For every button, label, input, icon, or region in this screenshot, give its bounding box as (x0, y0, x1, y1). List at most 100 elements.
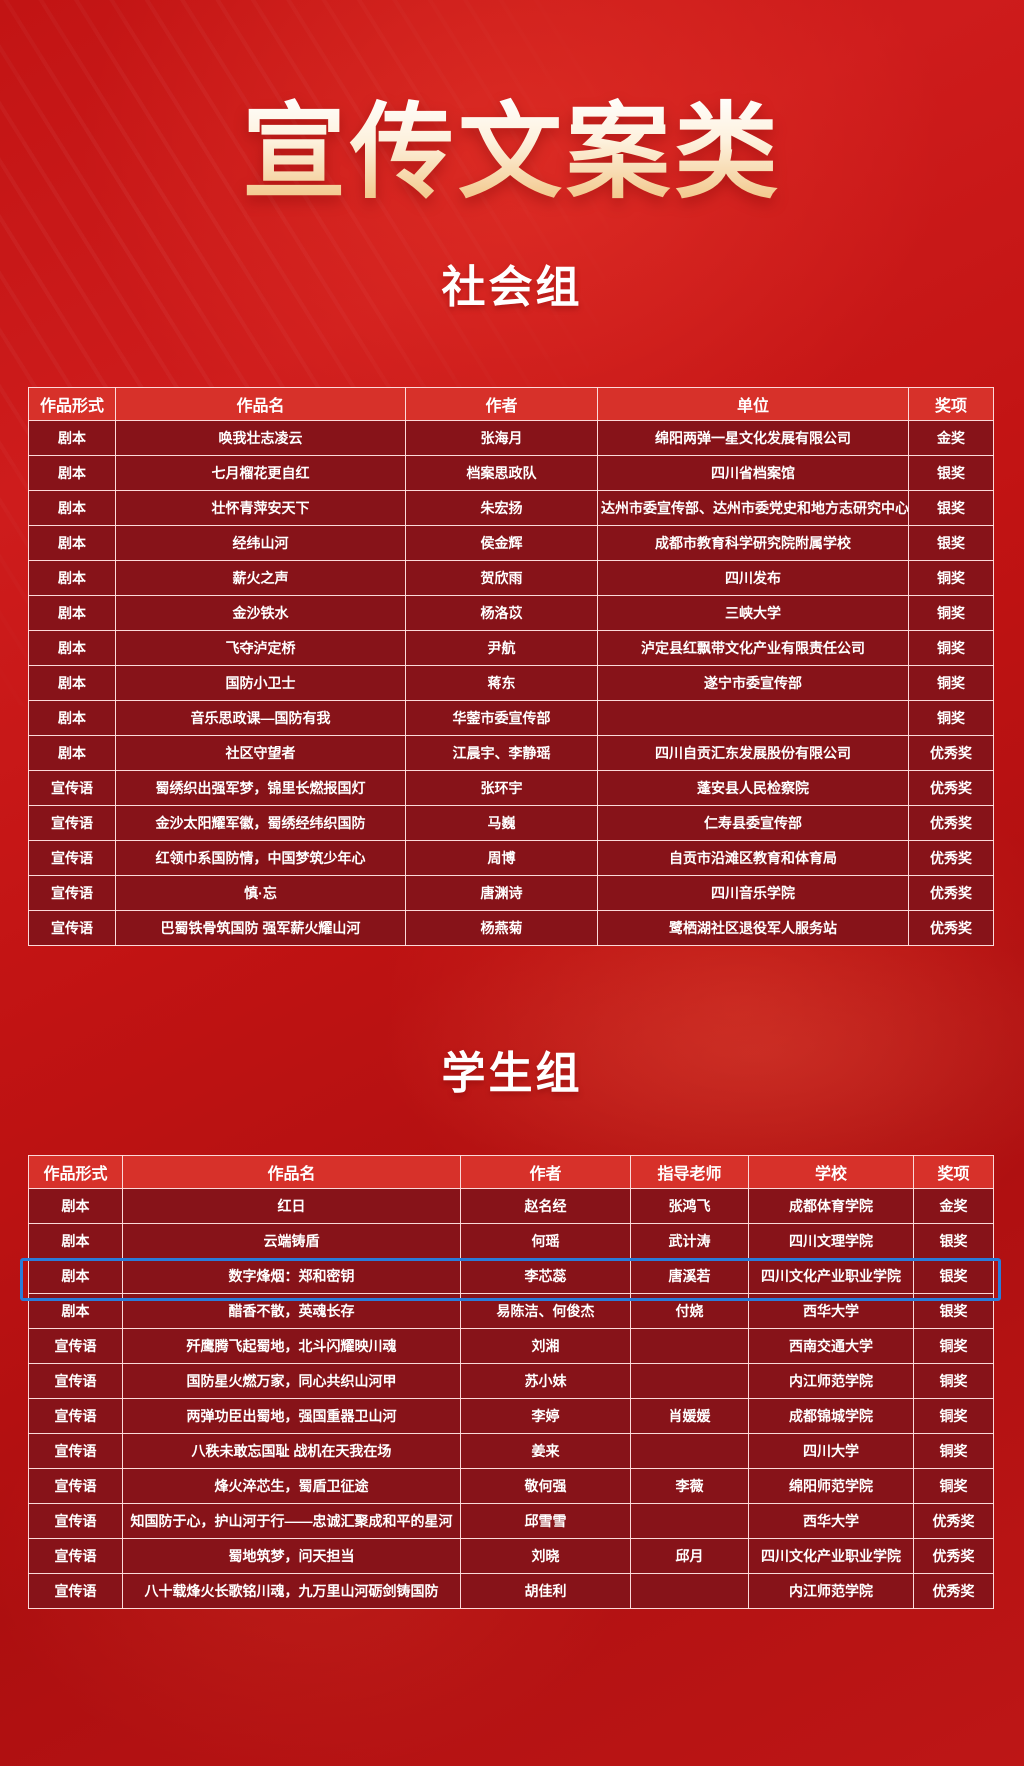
table-cell: 铜奖 (908, 560, 994, 596)
column-header: 学校 (748, 1155, 914, 1189)
column-header: 奖项 (913, 1155, 994, 1189)
table-cell: 优秀奖 (908, 840, 994, 876)
table-cell: 数字烽烟：郑和密钥 (122, 1258, 461, 1294)
section-heading-student: 学生组 (441, 1049, 583, 1098)
table-cell (597, 700, 909, 736)
table-cell (630, 1503, 749, 1539)
table-cell: 遂宁市委宣传部 (597, 665, 909, 701)
table-cell: 四川自贡汇东发展股份有限公司 (597, 735, 909, 771)
table-cell: 宣传语 (28, 1433, 123, 1469)
table-cell: 铜奖 (913, 1363, 994, 1399)
table-row: 剧本 飞夺泸定桥 尹航 泸定县红飘带文化产业有限责任公司 铜奖 (28, 630, 994, 666)
table-row: 宣传语 歼鹰腾飞起蜀地，北斗闪耀映川魂 刘湘 西南交通大学 铜奖 (28, 1328, 994, 1364)
table-cell: 唤我壮志凌云 (115, 420, 406, 456)
table-cell: 七月榴花更自红 (115, 455, 406, 491)
table-cell (630, 1573, 749, 1609)
table-cell: 肖媛媛 (630, 1398, 749, 1434)
table-cell: 蜀地筑梦，问天担当 (122, 1538, 461, 1574)
table-row: 宣传语 烽火淬芯生，蜀盾卫征途 敬何强 李薇 绵阳师范学院 铜奖 (28, 1468, 994, 1504)
table-cell: 四川文理学院 (748, 1223, 914, 1259)
table-cell: 三峡大学 (597, 595, 909, 631)
table-cell: 档案思政队 (405, 455, 598, 491)
table-cell: 宣传语 (28, 1398, 123, 1434)
table-cell: 剧本 (28, 420, 116, 456)
table-cell: 剧本 (28, 560, 116, 596)
table-cell: 社区守望者 (115, 735, 406, 771)
table-cell: 周博 (405, 840, 598, 876)
page-title: 宣传文案类 (0, 78, 1024, 228)
table-cell: 银奖 (913, 1293, 994, 1329)
table-cell: 李薇 (630, 1468, 749, 1504)
table-cell: 银奖 (913, 1258, 994, 1294)
table-cell: 鹭栖湖社区退役军人服务站 (597, 910, 909, 946)
table-cell: 内江师范学院 (748, 1573, 914, 1609)
table-cell: 剧本 (28, 700, 116, 736)
table-cell: 慎·忘 (115, 875, 406, 911)
table-cell: 付娆 (630, 1293, 749, 1329)
table-cell: 优秀奖 (908, 735, 994, 771)
table-header: 作品形式 作品名 作者 指导老师 学校 奖项 (28, 1155, 994, 1189)
table-cell: 蒋东 (405, 665, 598, 701)
table-cell: 赵名经 (460, 1188, 631, 1224)
table-cell: 铜奖 (913, 1433, 994, 1469)
table-cell: 朱宏扬 (405, 490, 598, 526)
table-cell: 铜奖 (908, 595, 994, 631)
table-cell: 邱雪雪 (460, 1503, 631, 1539)
table-cell: 优秀奖 (908, 770, 994, 806)
table-cell: 铜奖 (908, 630, 994, 666)
table-cell: 西华大学 (748, 1503, 914, 1539)
table-cell: 优秀奖 (908, 805, 994, 841)
table-row: 剧本 红日 赵名经 张鸿飞 成都体育学院 金奖 (28, 1188, 994, 1224)
column-header: 作品名 (122, 1155, 461, 1189)
table-row: 宣传语 国防星火燃万家，同心共织山河甲 苏小妹 内江师范学院 铜奖 (28, 1363, 994, 1399)
column-header: 作品形式 (28, 387, 116, 421)
table-cell: 宣传语 (28, 1328, 123, 1364)
table-cell: 敬何强 (460, 1468, 631, 1504)
table-cell: 银奖 (908, 455, 994, 491)
table-cell: 金沙太阳耀军徽，蜀绣经纬织国防 (115, 805, 406, 841)
table-cell: 李芯蕊 (460, 1258, 631, 1294)
table-row: 宣传语 蜀地筑梦，问天担当 刘晓 邱月 四川文化产业职业学院 优秀奖 (28, 1538, 994, 1574)
table-cell: 剧本 (28, 455, 116, 491)
awards-table-student: 作品形式 作品名 作者 指导老师 学校 奖项 剧本 红日 赵名经 张鸿飞 成都体育学院 金奖 剧本 云端… (28, 1155, 994, 1609)
table-cell: 剧本 (28, 1258, 123, 1294)
table-cell: 自贡市沿滩区教育和体育局 (597, 840, 909, 876)
table-cell: 马巍 (405, 805, 598, 841)
table-row: 宣传语 八秩未敢忘国耻 战机在天我在场 姜来 四川大学 铜奖 (28, 1433, 994, 1469)
table-cell: 成都锦城学院 (748, 1398, 914, 1434)
table-cell: 红日 (122, 1188, 461, 1224)
table-cell: 金奖 (908, 420, 994, 456)
table-cell: 金沙铁水 (115, 595, 406, 631)
table-cell: 烽火淬芯生，蜀盾卫征途 (122, 1468, 461, 1504)
table-row: 剧本 薪火之声 贺欣雨 四川发布 铜奖 (28, 560, 994, 596)
table-cell: 优秀奖 (908, 875, 994, 911)
table-cell: 唐溪若 (630, 1258, 749, 1294)
table-row: 宣传语 金沙太阳耀军徽，蜀绣经纬织国防 马巍 仁寿县委宣传部 优秀奖 (28, 805, 994, 841)
table-cell: 宣传语 (28, 840, 116, 876)
table-cell: 内江师范学院 (748, 1363, 914, 1399)
table-header: 作品形式 作品名 作者 单位 奖项 (28, 387, 994, 421)
table-cell: 铜奖 (908, 700, 994, 736)
table-cell: 铜奖 (913, 1468, 994, 1504)
table-row: 宣传语 慎·忘 唐渊诗 四川音乐学院 优秀奖 (28, 875, 994, 911)
table-cell: 歼鹰腾飞起蜀地，北斗闪耀映川魂 (122, 1328, 461, 1364)
table-cell: 银奖 (908, 490, 994, 526)
table-cell: 铜奖 (908, 665, 994, 701)
table-cell: 蜀绣织出强军梦，锦里长燃报国灯 (115, 770, 406, 806)
table-cell: 宣传语 (28, 910, 116, 946)
table-cell: 宣传语 (28, 875, 116, 911)
table-body: 剧本 唤我壮志凌云 张海月 绵阳两弹一星文化发展有限公司 金奖 剧本 七月榴花更自红 档案思政… (28, 420, 994, 946)
table-cell: 成都体育学院 (748, 1188, 914, 1224)
table-cell: 四川文化产业职业学院 (748, 1258, 914, 1294)
table-cell: 金奖 (913, 1188, 994, 1224)
table-cell: 成都市教育科学研究院附属学校 (597, 525, 909, 561)
table-cell: 经纬山河 (115, 525, 406, 561)
table-row: 剧本 音乐思政课—国防有我 华蓥市委宣传部 铜奖 (28, 700, 994, 736)
table-cell: 唐渊诗 (405, 875, 598, 911)
table-cell: 剧本 (28, 1188, 123, 1224)
table-cell: 张海月 (405, 420, 598, 456)
table-cell: 宣传语 (28, 805, 116, 841)
table-cell: 银奖 (908, 525, 994, 561)
table-row: 宣传语 八十载烽火长歌铭川魂，九万里山河砺剑铸国防 胡佳利 内江师范学院 优秀奖 (28, 1573, 994, 1609)
table-row: 剧本 数字烽烟：郑和密钥 李芯蕊 唐溪若 四川文化产业职业学院 银奖 (28, 1258, 994, 1294)
